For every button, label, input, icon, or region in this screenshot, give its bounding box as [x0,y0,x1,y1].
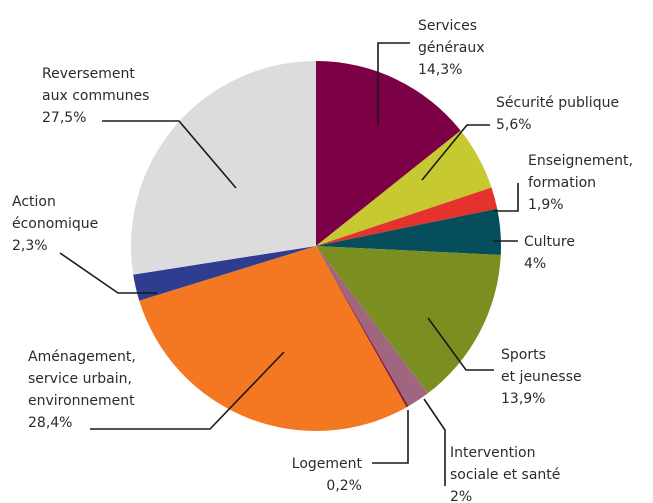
slice-reversement-aux-communes [131,61,316,275]
leader-lines [59,42,519,486]
slice-name-line: Reversement [42,66,135,82]
pie-slices [131,61,501,432]
slice-logement [316,246,409,408]
leader-line-reversement-aux-communes [102,120,237,189]
slice-name-line: Aménagement, [28,349,136,365]
leader-line-sports-et-jeunesse [427,317,494,371]
slice-name-line: Sécurité publique [496,95,619,111]
slice-amenagement-service-urbain-environnement [139,246,407,432]
slice-name-line: Sports [501,347,546,363]
slice-value-label: 5,6% [496,117,532,133]
slice-value-label: 4% [524,256,546,272]
slice-value-label: 2% [450,489,472,503]
leader-line-services-generaux [377,42,410,125]
slice-intervention-sociale-et-sante [316,246,428,407]
slice-value-label: 1,9% [528,197,564,213]
slice-label-sports-et-jeunesse: Sports et jeunesse 13,9% [501,347,582,407]
slice-name-line: Logement [292,456,363,472]
slice-value-label: 14,3% [418,62,462,78]
slice-name-line: Enseignement, [528,153,633,169]
slice-name-line: Services [418,18,477,34]
slice-name-line: sociale et santé [450,467,560,483]
slice-label-services-generaux: Services généraux 14,3% [418,18,484,78]
slice-name-line: Action [12,194,56,210]
slice-action-economique [133,246,316,301]
slice-name-line: Intervention [450,445,535,461]
slice-label-action-economique: Action économique 2,3% [12,194,98,254]
leader-line-action-economique [59,252,157,294]
slice-value-label: 13,9% [501,391,545,407]
slice-enseignement-formation [316,187,498,246]
slice-sports-et-jeunesse [316,246,501,394]
slice-name-line: aux communes [42,88,149,104]
slice-value-label: 27,5% [42,110,86,126]
slice-label-culture: Culture 4% [524,234,575,272]
leader-line-enseignement-formation [494,183,519,212]
slice-services-generaux [316,61,461,246]
slice-name-line: service urbain, [28,371,132,387]
slice-culture [316,208,501,255]
slice-value-label: 2,3% [12,238,48,254]
slice-name-line: généraux [418,40,484,56]
slice-label-intervention-sociale-et-sante: Intervention sociale et santé 2% [450,445,560,503]
slice-name-line: Culture [524,234,575,250]
slice-label-logement: Logement 0,2% [292,456,363,494]
leader-line-intervention-sociale-et-sante [423,398,446,486]
slice-name-line: économique [12,216,98,232]
slice-securite-publique [316,130,492,246]
leader-line-logement [372,410,409,464]
slice-value-label: 28,4% [28,415,72,431]
slice-labels: Services généraux 14,3% Sécurité publique 5,… [12,18,633,503]
leader-line-securite-publique [421,124,490,181]
slice-label-amenagement-service-urbain-environnement: Aménagement, service urbain, environnement… [28,349,136,431]
slice-value-label: 0,2% [326,478,362,494]
slice-name-line: et jeunesse [501,369,582,385]
slice-label-securite-publique: Sécurité publique 5,6% [496,95,619,133]
slice-label-reversement-aux-communes: Reversement aux communes 27,5% [42,66,149,126]
leader-line-amenagement-service-urbain-environnement [90,351,285,430]
slice-name-line: formation [528,175,596,191]
slice-name-line: environnement [28,393,135,409]
slice-label-enseignement-formation: Enseignement, formation 1,9% [528,153,633,213]
